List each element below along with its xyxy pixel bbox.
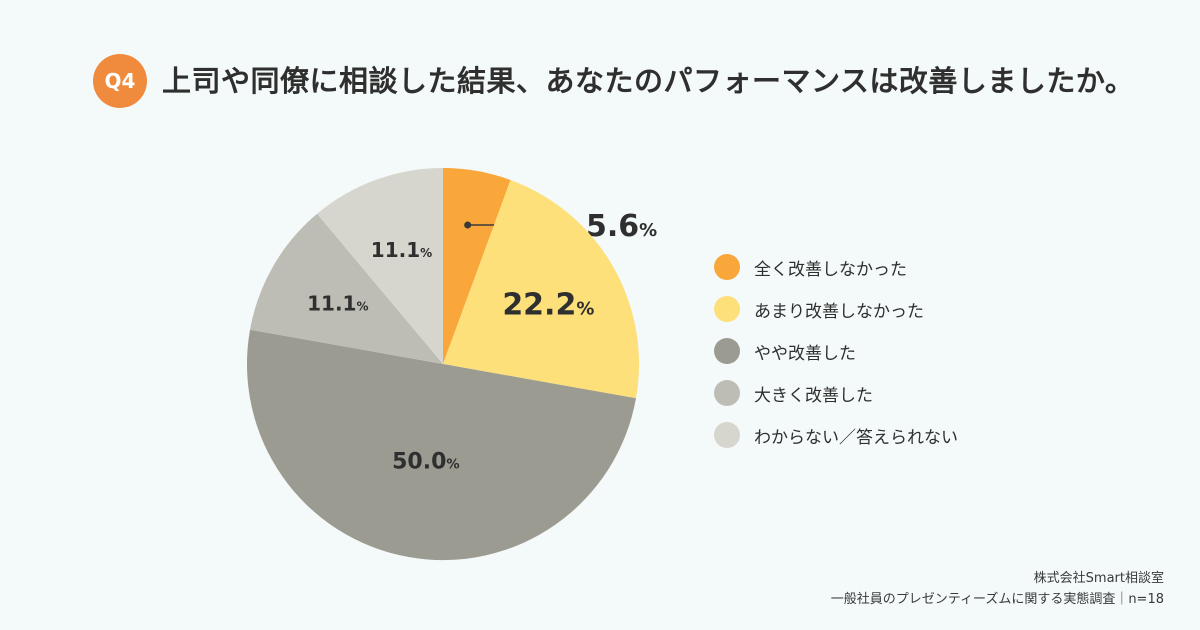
legend-item: あまり改善しなかった <box>714 288 958 330</box>
question-title: 上司や同僚に相談した結果、あなたのパフォーマンスは改善しましたか。 <box>162 64 1135 98</box>
legend-label: あまり改善しなかった <box>754 301 924 322</box>
legend-item: わからない／答えられない <box>714 414 958 456</box>
pie-slice <box>317 168 443 364</box>
pie-slice <box>250 213 443 364</box>
question-number: Q4 <box>104 69 136 93</box>
legend-item: 全く改善しなかった <box>714 246 958 288</box>
legend-swatch <box>714 422 740 448</box>
pie-slice <box>246 329 636 561</box>
source-survey: 一般社員のプレゼンティーズムに関する実態調査｜n=18 <box>830 592 1164 607</box>
source-note: 株式会社Smart相談室 一般社員のプレゼンティーズムに関する実態調査｜n=18 <box>831 568 1164 610</box>
data-label: 50.0% <box>392 449 460 474</box>
legend-swatch <box>714 254 740 280</box>
legend-label: 全く改善しなかった <box>754 259 907 280</box>
legend-item: 大きく改善した <box>714 372 958 414</box>
legend-label: やや改善した <box>754 343 856 364</box>
data-label: 22.2% <box>502 287 594 322</box>
legend-swatch <box>714 380 740 406</box>
chart-legend: 全く改善しなかった あまり改善しなかった やや改善した 大きく改善したわからない／答え… <box>714 246 958 456</box>
legend-item: やや改善した <box>714 330 958 372</box>
pie-slice <box>443 180 639 399</box>
legend-swatch <box>714 296 740 322</box>
data-label: 5.6% <box>586 209 657 244</box>
question-number-badge: Q4 <box>93 54 147 108</box>
pie-slice <box>443 168 511 364</box>
legend-label: 大きく改善した <box>754 385 873 406</box>
leader-dot <box>464 221 472 229</box>
source-company: 株式会社Smart相談室 <box>1033 571 1164 586</box>
legend-label: わからない／答えられない <box>754 427 958 448</box>
data-label: 11.1% <box>307 291 368 315</box>
data-label: 11.1% <box>371 238 432 262</box>
legend-swatch <box>714 338 740 364</box>
